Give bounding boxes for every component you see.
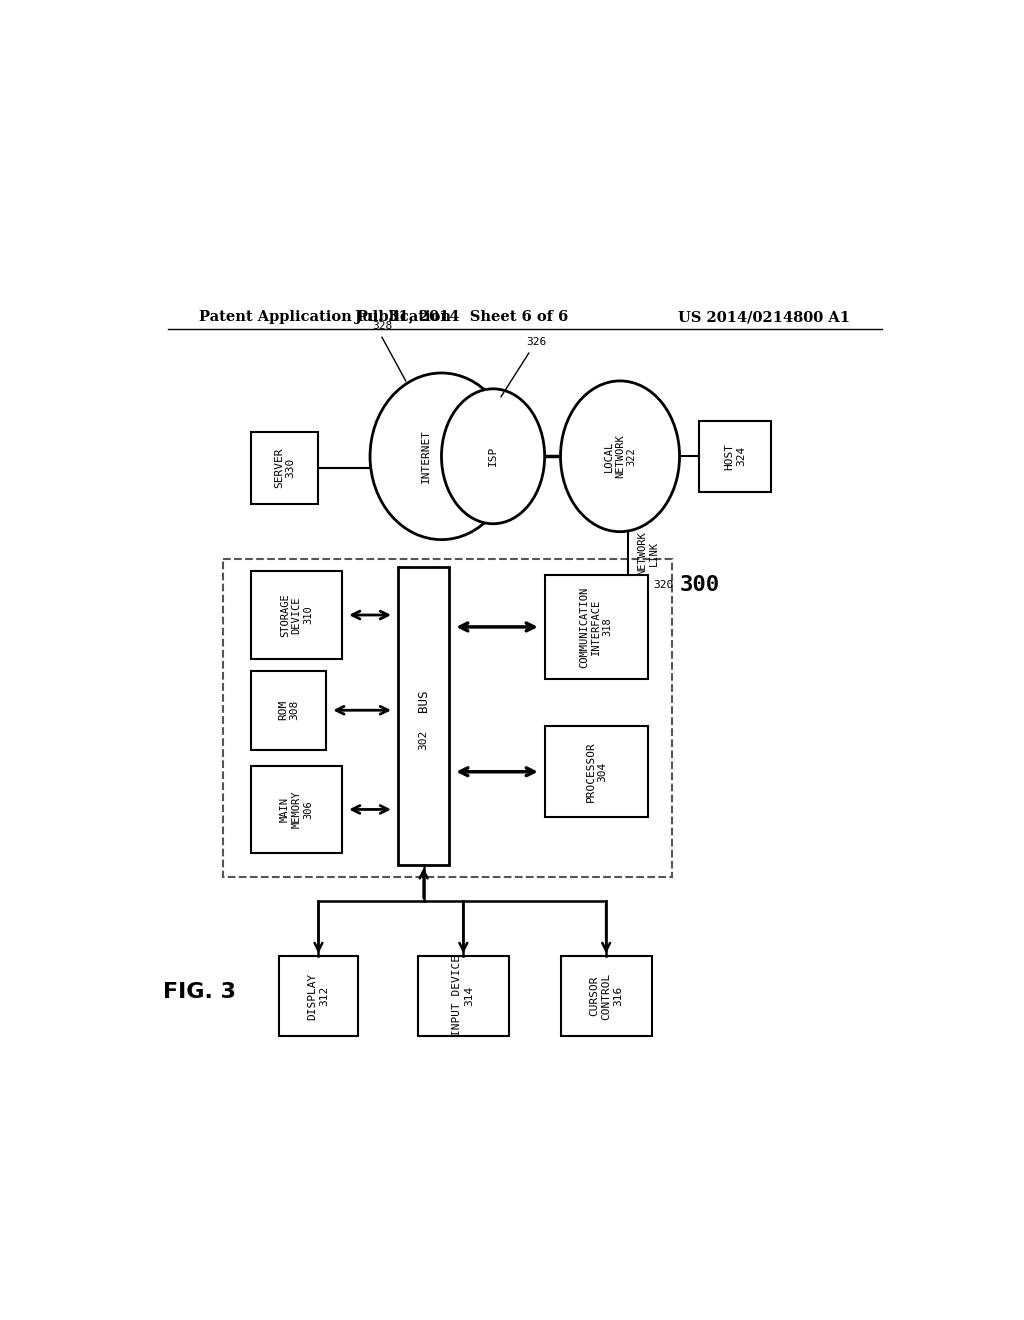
Text: DISPLAY
312: DISPLAY 312	[307, 973, 330, 1019]
Text: CURSOR
CONTROL
316: CURSOR CONTROL 316	[590, 973, 623, 1019]
Text: Jul. 31, 2014  Sheet 6 of 6: Jul. 31, 2014 Sheet 6 of 6	[354, 310, 568, 325]
Bar	[279, 956, 358, 1036]
Text: COMMUNICATION
INTERFACE
318: COMMUNICATION INTERFACE 318	[580, 586, 612, 668]
Ellipse shape	[370, 374, 513, 540]
Bar	[251, 671, 327, 750]
Text: INTERNET: INTERNET	[421, 429, 431, 483]
Bar	[251, 433, 318, 504]
Bar	[397, 568, 450, 865]
Text: PROCESSOR
304: PROCESSOR 304	[586, 742, 607, 803]
Text: MAIN
MEMORY
306: MAIN MEMORY 306	[280, 791, 313, 828]
Bar	[251, 766, 342, 853]
Ellipse shape	[441, 389, 545, 524]
Bar	[223, 560, 672, 876]
Bar	[545, 726, 648, 817]
Text: ROM
308: ROM 308	[278, 700, 299, 721]
Text: FIG. 3: FIG. 3	[163, 982, 236, 1002]
Bar	[545, 576, 648, 678]
Text: SERVER
330: SERVER 330	[274, 447, 296, 488]
Text: US 2014/0214800 A1: US 2014/0214800 A1	[678, 310, 850, 325]
Text: HOST
324: HOST 324	[724, 442, 745, 470]
Text: 328: 328	[372, 321, 392, 331]
Text: 302: 302	[419, 730, 429, 750]
Text: BUS: BUS	[417, 689, 430, 711]
Bar	[699, 421, 771, 492]
Ellipse shape	[560, 381, 680, 532]
Text: Patent Application Publication: Patent Application Publication	[200, 310, 452, 325]
Text: INPUT DEVICE
314: INPUT DEVICE 314	[453, 956, 474, 1036]
Bar	[560, 956, 652, 1036]
Text: 326: 326	[526, 337, 547, 347]
Bar	[251, 572, 342, 659]
Text: NETWORK
LINK: NETWORK LINK	[638, 532, 659, 576]
Text: STORAGE
DEVICE
310: STORAGE DEVICE 310	[280, 593, 313, 636]
Text: 320: 320	[653, 581, 674, 590]
Bar	[418, 956, 509, 1036]
Text: 300: 300	[680, 576, 720, 595]
Text: ISP: ISP	[488, 446, 498, 466]
Text: LOCAL
NETWORK
322: LOCAL NETWORK 322	[603, 434, 637, 478]
